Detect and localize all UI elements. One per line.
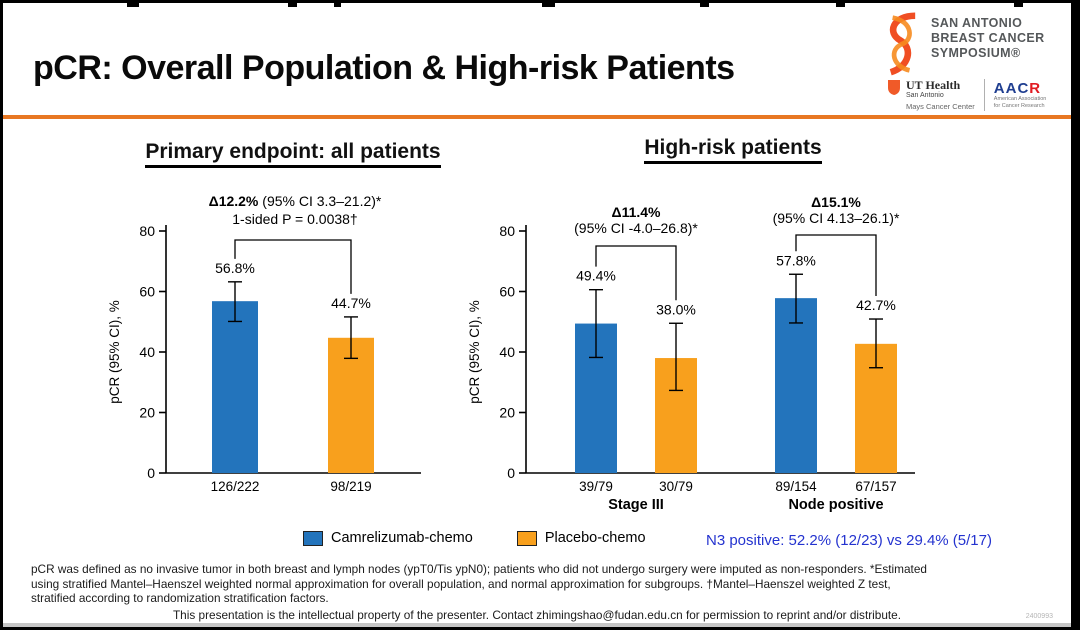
- aacr-subtitle: American Association: [993, 96, 1047, 102]
- sabcs-line: BREAST CANCER: [931, 31, 1045, 45]
- legend-swatch-camrelizumab: [303, 530, 323, 546]
- svg-text:Node positive: Node positive: [788, 497, 883, 513]
- svg-text:pCR (95% CI), %: pCR (95% CI), %: [107, 300, 122, 404]
- ut-shield-icon: [887, 79, 901, 101]
- intellectual-property-line: This presentation is the intellectual pr…: [172, 608, 902, 622]
- legend-item-camrelizumab: Camrelizumab-chemo: [303, 530, 473, 546]
- svg-text:Δ12.2% (95% CI 3.3–21.2)*: Δ12.2% (95% CI 3.3–21.2)*: [209, 193, 382, 209]
- svg-text:38.0%: 38.0%: [656, 301, 696, 317]
- video-frame-tick: [542, 3, 555, 7]
- video-frame-tick: [836, 3, 845, 7]
- svg-text:Δ15.1%: Δ15.1%: [811, 194, 861, 210]
- svg-text:126/222: 126/222: [211, 479, 260, 494]
- svg-text:pCR (95% CI), %: pCR (95% CI), %: [467, 300, 482, 404]
- video-frame-tick: [1014, 3, 1023, 7]
- svg-text:80: 80: [499, 223, 515, 239]
- svg-text:60: 60: [139, 284, 155, 300]
- logo-divider: [983, 79, 985, 111]
- svg-text:57.8%: 57.8%: [776, 252, 816, 268]
- chart-legend: Camrelizumab-chemo Placebo-chemo: [303, 530, 646, 546]
- svg-text:(95% CI 4.13–26.1)*: (95% CI 4.13–26.1)*: [773, 210, 900, 226]
- ut-health-name: UT Health: [906, 78, 961, 92]
- ut-health-center: Mays Cancer Center: [906, 102, 975, 111]
- svg-text:80: 80: [139, 223, 155, 239]
- legend-item-placebo: Placebo-chemo: [516, 530, 646, 546]
- svg-text:89/154: 89/154: [775, 479, 817, 494]
- footnote-line: using stratified Mantel–Haenszel weighte…: [31, 576, 891, 591]
- svg-text:56.8%: 56.8%: [215, 260, 255, 276]
- section-heading-text: High-risk patients: [644, 136, 822, 164]
- video-frame-tick: [288, 3, 297, 7]
- svg-text:40: 40: [499, 344, 515, 360]
- svg-text:1-sided P = 0.0038†: 1-sided P = 0.0038†: [232, 211, 357, 227]
- legend-swatch-placebo: [516, 530, 537, 546]
- section-heading-high-risk: High-risk patients: [563, 136, 903, 164]
- svg-text:Stage III: Stage III: [608, 497, 664, 513]
- sabcs-line: SAN ANTONIO: [931, 16, 1023, 30]
- footnote-block: pCR was defined as no invasive tumor in …: [31, 562, 1057, 606]
- svg-text:20: 20: [139, 405, 155, 421]
- video-scrollbar-strip: [3, 623, 1071, 627]
- svg-text:0: 0: [147, 465, 155, 481]
- high-risk-chart: 0 20 40 60 80 pCR (95% CI), % 49.4% 39/79 38.0% 3…: [467, 194, 915, 513]
- svg-text:0: 0: [507, 465, 515, 481]
- video-frame-tick: [700, 3, 709, 7]
- legend-label: Placebo-chemo: [544, 530, 646, 546]
- legend-label: Camrelizumab-chemo: [331, 530, 473, 546]
- svg-text:30/79: 30/79: [659, 479, 693, 494]
- video-frame-tick: [127, 3, 139, 7]
- svg-text:67/157: 67/157: [855, 479, 896, 494]
- aacr-letters: AAC: [993, 80, 1030, 97]
- svg-text:98/219: 98/219: [330, 479, 371, 494]
- primary-endpoint-chart: 0 20 40 60 80 pCR (95% CI), % 56.8% 126/222 44.7…: [107, 193, 421, 494]
- aacr-subtitle: for Cancer Research: [993, 102, 1045, 109]
- video-frame-tick: [334, 3, 341, 7]
- section-heading-text: Primary endpoint: all patients: [145, 140, 441, 168]
- sabcs-line: SYMPOSIUM®: [931, 46, 1021, 60]
- svg-text:44.7%: 44.7%: [331, 295, 371, 311]
- orange-divider-rule: [3, 115, 1071, 119]
- ut-health-city: San Antonio: [906, 92, 944, 99]
- svg-text:40: 40: [139, 344, 155, 360]
- partner-logos: UT Health San Antonio Mays Cancer Center…: [887, 79, 1046, 111]
- svg-text:20: 20: [499, 405, 515, 421]
- svg-text:Δ11.4%: Δ11.4%: [612, 204, 662, 220]
- footnote-line: pCR was defined as no invasive tumor in …: [31, 562, 927, 576]
- n3-positive-note: N3 positive: 52.2% (12/23) vs 29.4% (5/1…: [706, 532, 992, 549]
- svg-text:49.4%: 49.4%: [576, 268, 616, 284]
- section-heading-primary-endpoint: Primary endpoint: all patients: [108, 140, 478, 168]
- footnote-line: stratified according to randomization st…: [31, 591, 329, 606]
- aacr-logo: AACR American Association for Cancer Res…: [994, 81, 1047, 109]
- sabcs-ribbon-icon: [881, 12, 923, 81]
- ut-health-logo: UT Health San Antonio Mays Cancer Center: [887, 79, 975, 111]
- sabcs-logo: SAN ANTONIO BREAST CANCER SYMPOSIUM®: [881, 12, 1045, 81]
- aacr-letter-r: R: [1029, 80, 1042, 97]
- svg-text:39/79: 39/79: [579, 479, 613, 494]
- sabcs-wordmark: SAN ANTONIO BREAST CANCER SYMPOSIUM®: [931, 12, 1045, 61]
- svg-text:(95% CI -4.0–26.8)*: (95% CI -4.0–26.8)*: [574, 220, 698, 236]
- svg-text:60: 60: [499, 284, 515, 300]
- corner-code: 2400993: [1025, 613, 1053, 620]
- page-title: pCR: Overall Population & High-risk Pati…: [33, 49, 735, 87]
- svg-text:42.7%: 42.7%: [856, 297, 896, 313]
